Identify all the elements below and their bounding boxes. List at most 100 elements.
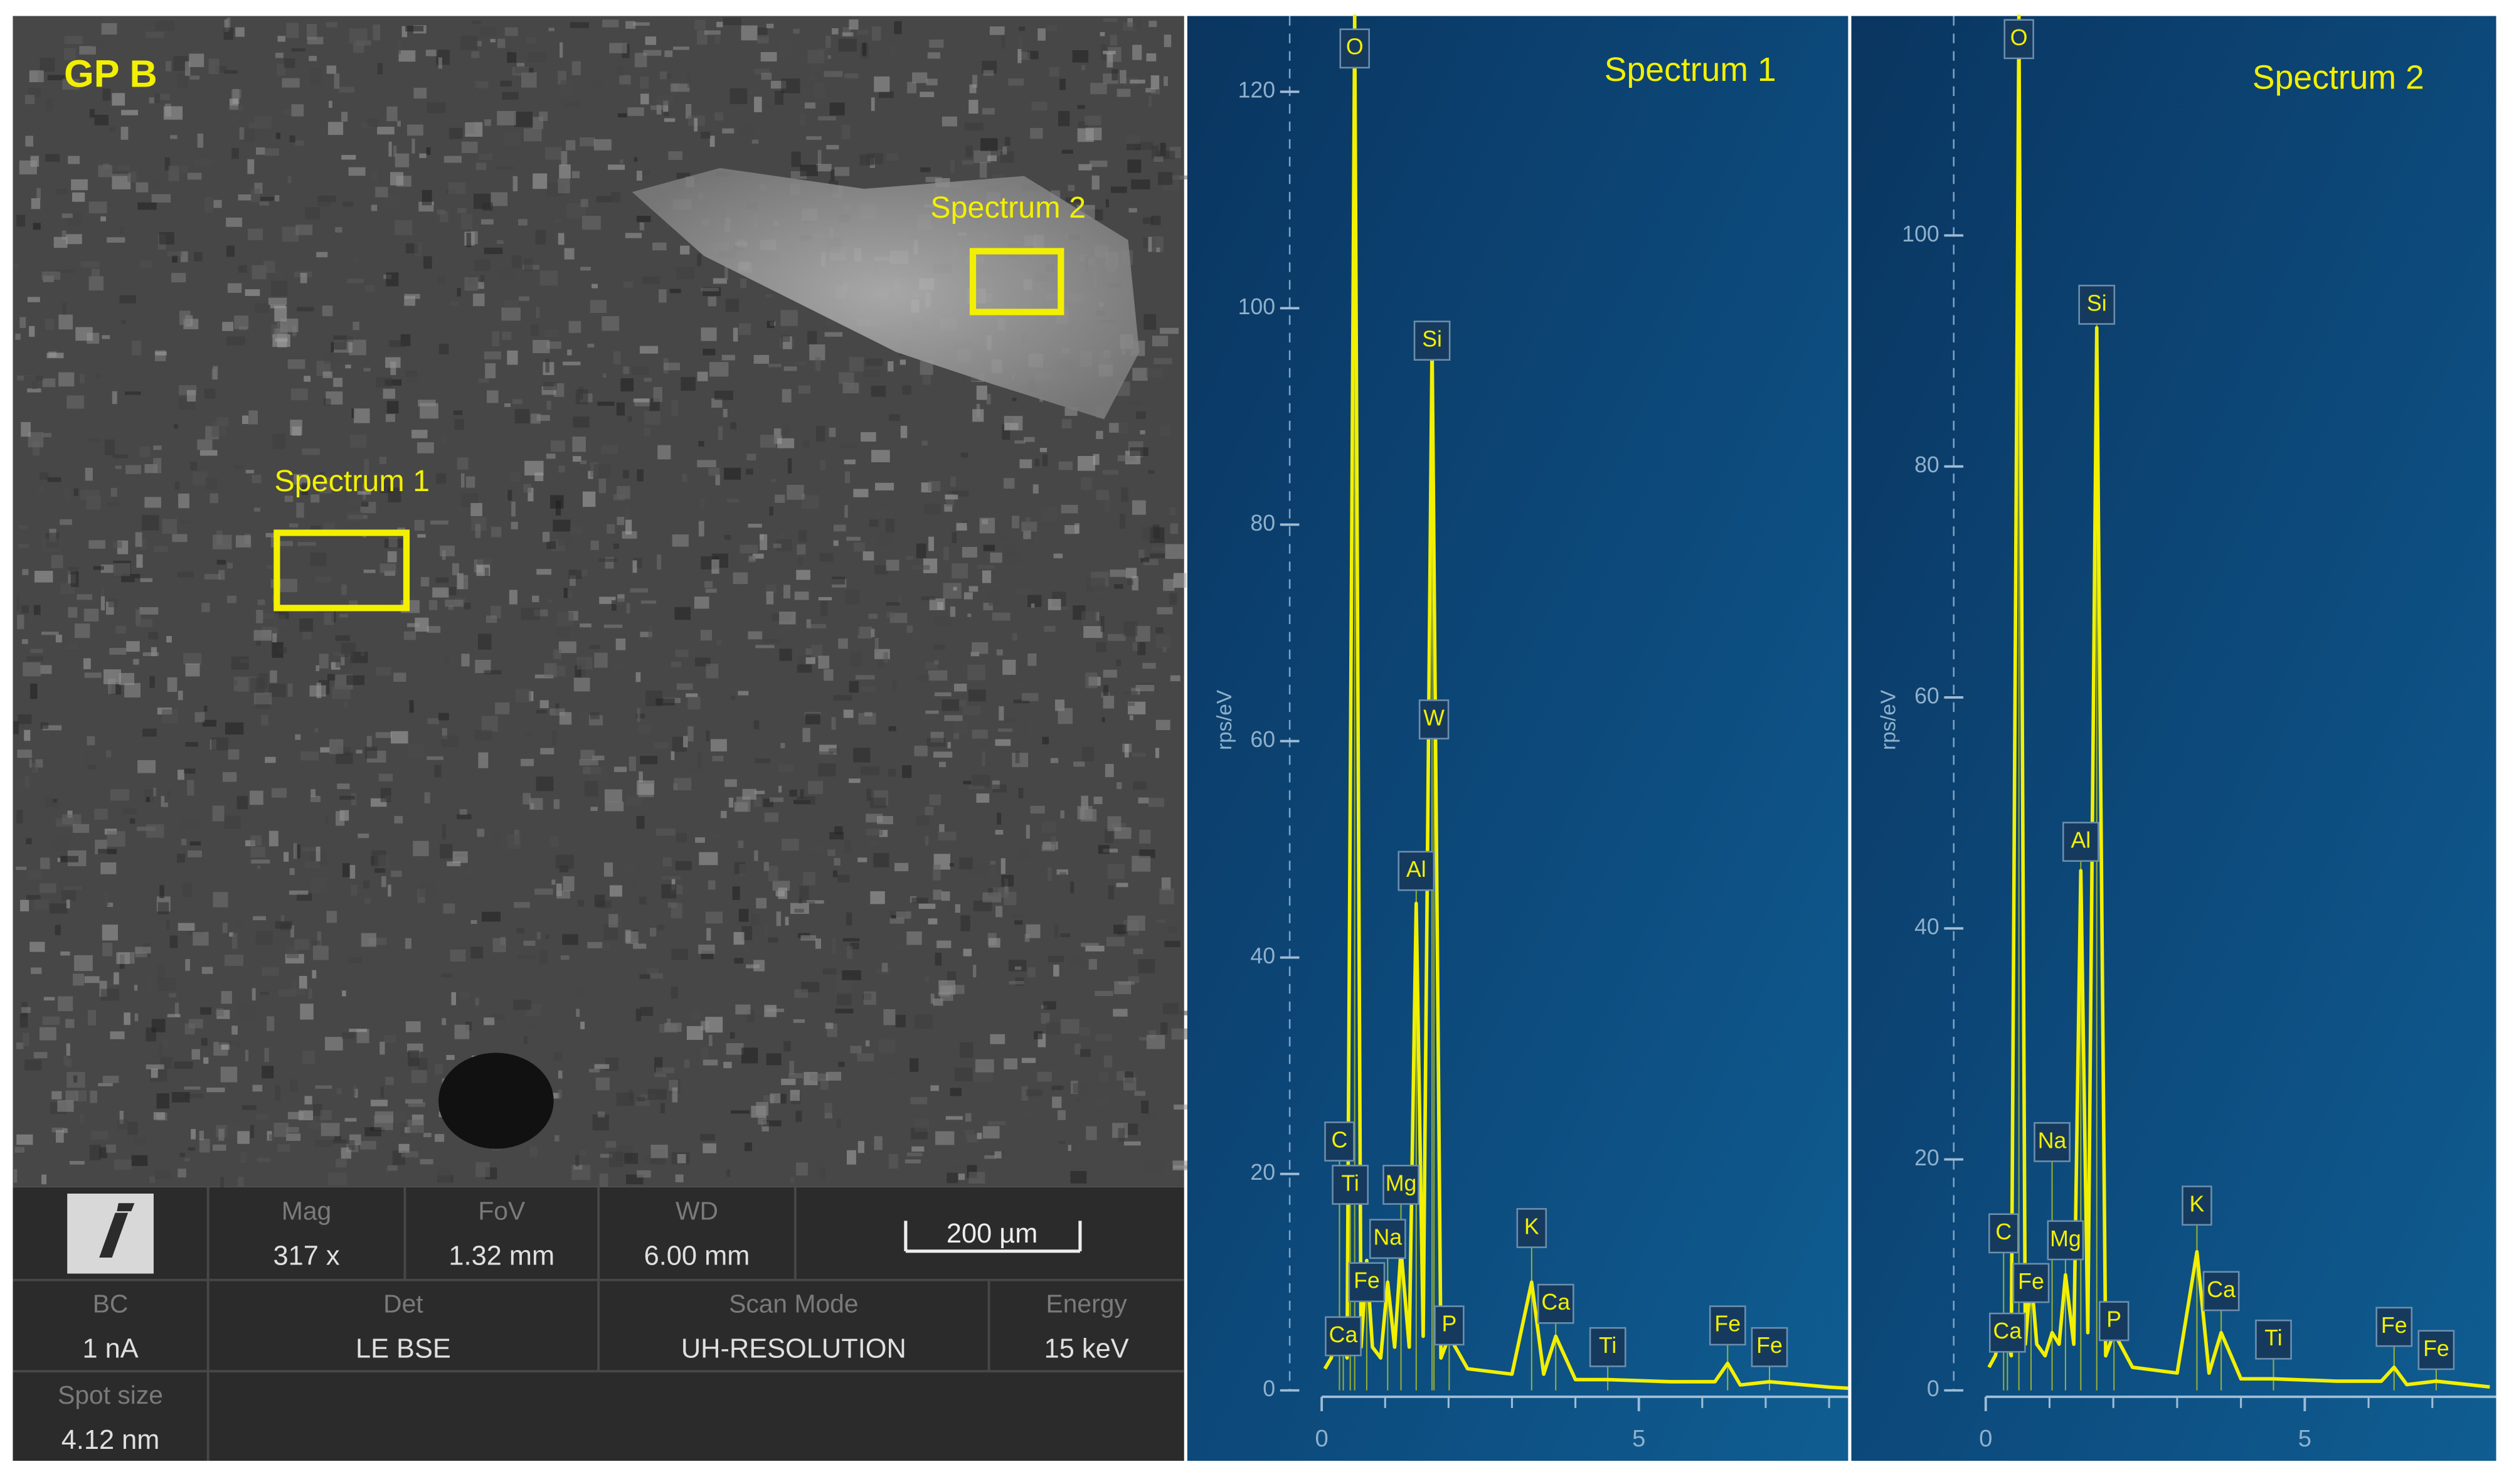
grain [287,683,293,697]
grain [490,1014,505,1020]
grain [1021,1057,1036,1063]
grain [1164,34,1172,48]
grain [356,750,363,754]
grain [797,544,806,555]
grain [608,164,625,170]
grain [31,198,41,209]
grain [181,839,187,845]
grain [816,164,832,172]
grain [673,46,689,50]
grain [1012,753,1029,768]
grain [420,577,430,586]
grain [831,717,836,730]
grain [899,359,906,365]
grain [1131,179,1150,189]
grain [66,395,84,409]
grain [235,188,240,193]
grain [699,852,718,866]
grain [763,102,773,109]
grain [142,728,157,737]
grain [172,255,178,263]
grain [529,691,534,701]
grain [871,450,890,463]
grain [995,739,1011,746]
grain [740,1133,746,1138]
grain [205,477,218,490]
grain [972,775,990,788]
grain [824,332,843,337]
grain [368,938,387,945]
grain [445,600,464,607]
grain [536,931,541,940]
grain [23,662,41,677]
grain [636,815,645,829]
grain [201,603,210,612]
grain [748,524,762,528]
grain [16,778,24,793]
grain [613,543,620,549]
grain [663,363,680,371]
grain [560,955,570,960]
grain [925,176,942,183]
grain [29,326,35,337]
grain [125,465,141,474]
grain [353,43,364,53]
grain [1060,810,1064,819]
grain [507,834,521,849]
grain [1100,32,1105,36]
grain [427,102,446,114]
grain [950,476,956,487]
grain [834,826,843,835]
grain [831,576,846,585]
grain [273,268,285,278]
grain [361,502,369,507]
info-value: 6.00 mm [644,1241,750,1271]
grain [827,55,832,59]
grain [603,624,623,628]
grain [667,1018,671,1025]
grain [440,844,453,859]
grain [34,571,53,583]
grain [477,829,485,837]
grain [1164,941,1180,947]
grain [310,789,316,797]
grain [554,665,566,677]
grain [142,515,159,531]
grain [885,518,894,533]
grain [925,836,929,846]
grain [461,214,473,230]
grain [526,36,536,44]
grain [639,222,645,231]
grain [156,1093,169,1109]
grain [451,992,457,1005]
grain [284,496,294,502]
grain [346,511,363,521]
grain [1162,647,1167,653]
grain [68,156,80,164]
grain [598,479,607,494]
grain [1093,453,1100,465]
peak-label: Fe [2381,1313,2407,1338]
grain [187,172,202,180]
grain [734,958,744,964]
grain [691,1009,701,1019]
grain [405,26,424,32]
grain [26,838,32,845]
grain [287,359,305,369]
grain [617,516,625,526]
grain [943,546,949,560]
grain [379,1041,385,1055]
grain [424,792,430,803]
grain [115,625,126,634]
grain [1004,423,1019,430]
x-tick-label: 5 [1632,1425,1645,1452]
grain [886,153,898,161]
grain [929,40,944,48]
grain [363,880,370,889]
grain [564,248,575,260]
grain [385,414,395,422]
grain [296,502,304,518]
grain [1041,507,1058,522]
grain [907,82,916,93]
grain [676,172,691,179]
